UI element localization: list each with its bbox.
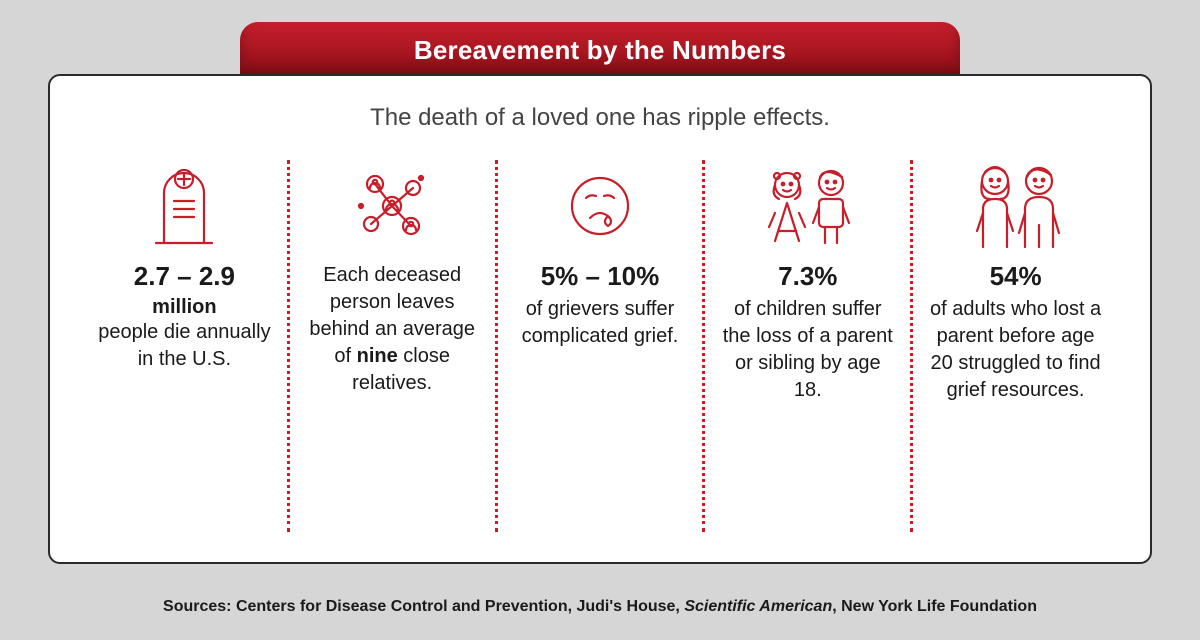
subtitle-text: The death of a loved one has ripple effe… [82,104,1118,132]
stat-body: of children suffer the loss of a parent … [721,296,894,404]
title-text: Bereavement by the Numbers [414,35,786,66]
title-tab: Bereavement by the Numbers [240,22,960,78]
stat-column: 54% of adults who lost a parent before ag… [913,156,1118,536]
stat-column: 5% – 10% of grievers suffer complicated g… [498,156,703,536]
tombstone-icon [144,156,224,256]
stat-body: people die annually in the U.S. [98,319,271,373]
sources-line: Sources: Centers for Disease Control and… [0,598,1200,616]
stats-row: 2.7 – 2.9 millionpeople die annually in t… [82,156,1118,536]
stat-column: Each deceased person leaves behind an av… [290,156,495,536]
stat-headline: 54% [990,262,1042,292]
stat-column: 2.7 – 2.9 millionpeople die annually in t… [82,156,287,536]
sources-prefix: Sources: [163,598,236,615]
stat-body: of grievers suffer complicated grief. [514,296,687,350]
sources-body: Centers for Disease Control and Preventi… [236,598,1037,615]
adults-icon [961,156,1071,256]
stat-headline-sub: million [152,296,216,319]
network-icon [347,156,437,256]
stat-headline: 7.3% [778,262,837,292]
sad-face-icon [560,156,640,256]
stat-column: 7.3% of children suffer the loss of a par… [705,156,910,536]
stat-body: of adults who lost a parent before age 2… [929,296,1102,404]
stat-headline: 2.7 – 2.9 [134,262,235,292]
children-icon [753,156,863,256]
stat-body: Each deceased person leaves behind an av… [306,262,479,397]
content-card: The death of a loved one has ripple effe… [48,74,1152,564]
stat-headline: 5% – 10% [541,262,660,292]
infographic-page: Bereavement by the Numbers The death of … [0,0,1200,640]
